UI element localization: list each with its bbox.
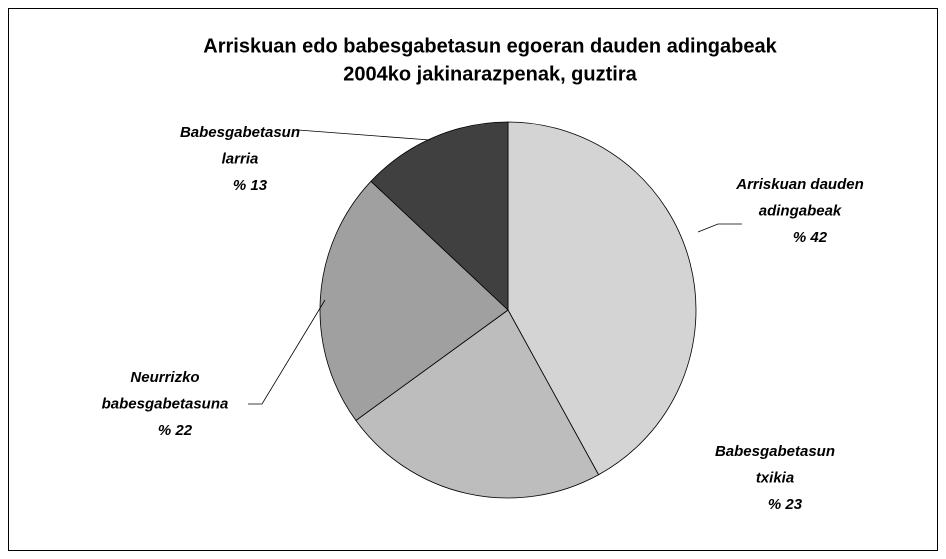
slice-label: Arriskuan dauden bbox=[735, 176, 864, 193]
slice-label: Neurrizko bbox=[130, 369, 199, 386]
pie-slice bbox=[370, 121, 509, 311]
slice-label: Babesgabetasun bbox=[715, 443, 835, 460]
slice-label: babesgabetasuna bbox=[102, 395, 229, 412]
value-label: % 23 bbox=[768, 496, 803, 513]
value-label: % 13 bbox=[233, 177, 268, 194]
leader-line bbox=[697, 223, 742, 233]
value-label: % 22 bbox=[158, 422, 193, 439]
slice-label: adingabeak bbox=[759, 202, 842, 219]
chart-subtitle: 2004ko jakinarazpenak, guztira bbox=[343, 63, 637, 85]
pie-slice bbox=[355, 309, 600, 499]
pie-slice bbox=[319, 180, 509, 422]
slice-label: Babesgabetasun bbox=[180, 124, 300, 141]
slice-label: txikia bbox=[756, 469, 794, 486]
pie-slice bbox=[507, 121, 697, 476]
value-label: % 42 bbox=[793, 229, 828, 246]
leader-line bbox=[248, 299, 326, 405]
leader-line bbox=[297, 129, 431, 141]
chart-title: Arriskuan edo babesgabetasun egoeran dau… bbox=[203, 35, 777, 57]
slice-label: larria bbox=[222, 150, 259, 167]
